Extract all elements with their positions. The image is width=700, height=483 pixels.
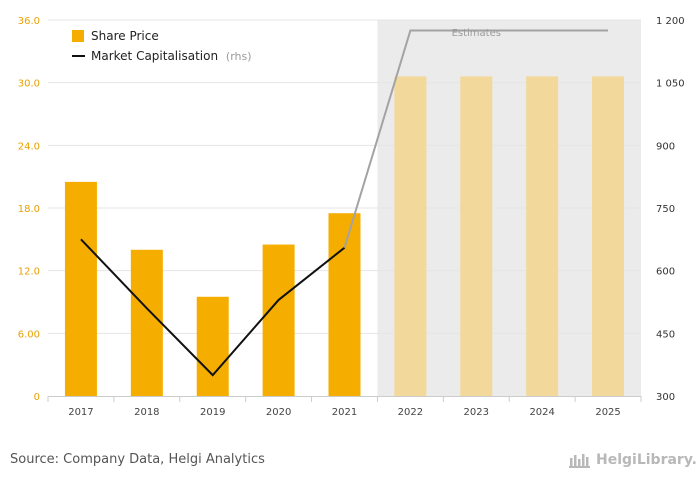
- logo-icon-bar: [586, 457, 589, 466]
- right-axis-tick-label: 900: [656, 141, 675, 152]
- x-tick-label: 2024: [529, 407, 554, 418]
- bar-share-price-2025: [592, 76, 625, 397]
- bar-share-price-2024: [526, 76, 559, 397]
- x-tick-label: 2022: [398, 407, 423, 418]
- logo-text: HelgiLibrary.: [596, 452, 697, 468]
- market-cap-line-estimate: [343, 29, 609, 248]
- left-axis-tick-label: 18.0: [18, 204, 40, 215]
- right-axis-tick-labels: 300 450 600 750 900 1 050 1 200: [656, 16, 685, 403]
- bar-share-price-2021: [328, 213, 361, 396]
- left-axis-tick-label: 0: [34, 392, 40, 403]
- source-note: Source: Company Data, Helgi Analytics: [10, 452, 265, 467]
- legend-label-market-cap: Market Capitalisation (rhs): [91, 49, 252, 63]
- right-axis-tick-label: 600: [656, 267, 675, 278]
- x-tick-label: 2020: [266, 407, 291, 418]
- x-tick-label: 2025: [595, 407, 620, 418]
- left-axis-tick-labels: 0 6.00 12.0 18.0 24.0 30.0 36.0: [18, 16, 40, 403]
- estimates-label: Estimates: [452, 28, 501, 39]
- helgi-library-logo: HelgiLibrary.: [569, 452, 697, 468]
- x-tick-labels: 2017 2018 2019 2020 2021 2022 2023 2024 2025: [68, 407, 621, 418]
- right-axis-tick-label: 450: [656, 329, 675, 340]
- left-axis-tick-label: 24.0: [18, 141, 40, 152]
- right-axis-tick-label: 1 050: [656, 79, 685, 90]
- bar-share-price-2018: [130, 249, 163, 396]
- logo-icon-bar: [574, 455, 577, 466]
- legend-swatch-share-price: [72, 30, 84, 42]
- market-cap-line-actual: [80, 238, 346, 377]
- logo-icon-bar: [582, 454, 585, 466]
- x-tick-label: 2023: [464, 407, 489, 418]
- logo-icon-bar: [578, 459, 581, 466]
- x-tick-label: 2017: [68, 407, 93, 418]
- legend-label-market-cap-name: Market Capitalisation: [91, 49, 218, 63]
- bar-share-price-2017: [64, 181, 97, 396]
- right-axis-tick-label: 1 200: [656, 16, 685, 27]
- bars: [64, 76, 625, 397]
- right-axis-tick-label: 750: [656, 204, 675, 215]
- right-axis-tick-label: 300: [656, 392, 675, 403]
- bar-share-price-2020: [262, 244, 295, 396]
- legend: Share Price Market Capitalisation (rhs): [72, 29, 252, 63]
- library-icon: [569, 454, 590, 468]
- legend-label-rhs: (rhs): [226, 50, 252, 63]
- left-axis-tick-label: 6.00: [18, 329, 40, 340]
- left-axis-tick-label: 30.0: [18, 79, 40, 90]
- legend-label-share-price: Share Price: [91, 29, 159, 43]
- market-cap-line: [80, 29, 609, 377]
- x-axis: [47, 396, 642, 402]
- left-axis-tick-label: 36.0: [18, 16, 40, 27]
- bar-share-price-2023: [460, 76, 493, 397]
- bar-share-price-2022: [394, 76, 427, 397]
- logo-icon-bar: [570, 458, 573, 466]
- left-axis-tick-label: 12.0: [18, 267, 40, 278]
- bar-share-price-2019: [196, 296, 229, 396]
- logo-icon-base: [569, 466, 590, 468]
- x-tick-label: 2018: [134, 407, 159, 418]
- x-tick-label: 2019: [200, 407, 225, 418]
- x-tick-label: 2021: [332, 407, 357, 418]
